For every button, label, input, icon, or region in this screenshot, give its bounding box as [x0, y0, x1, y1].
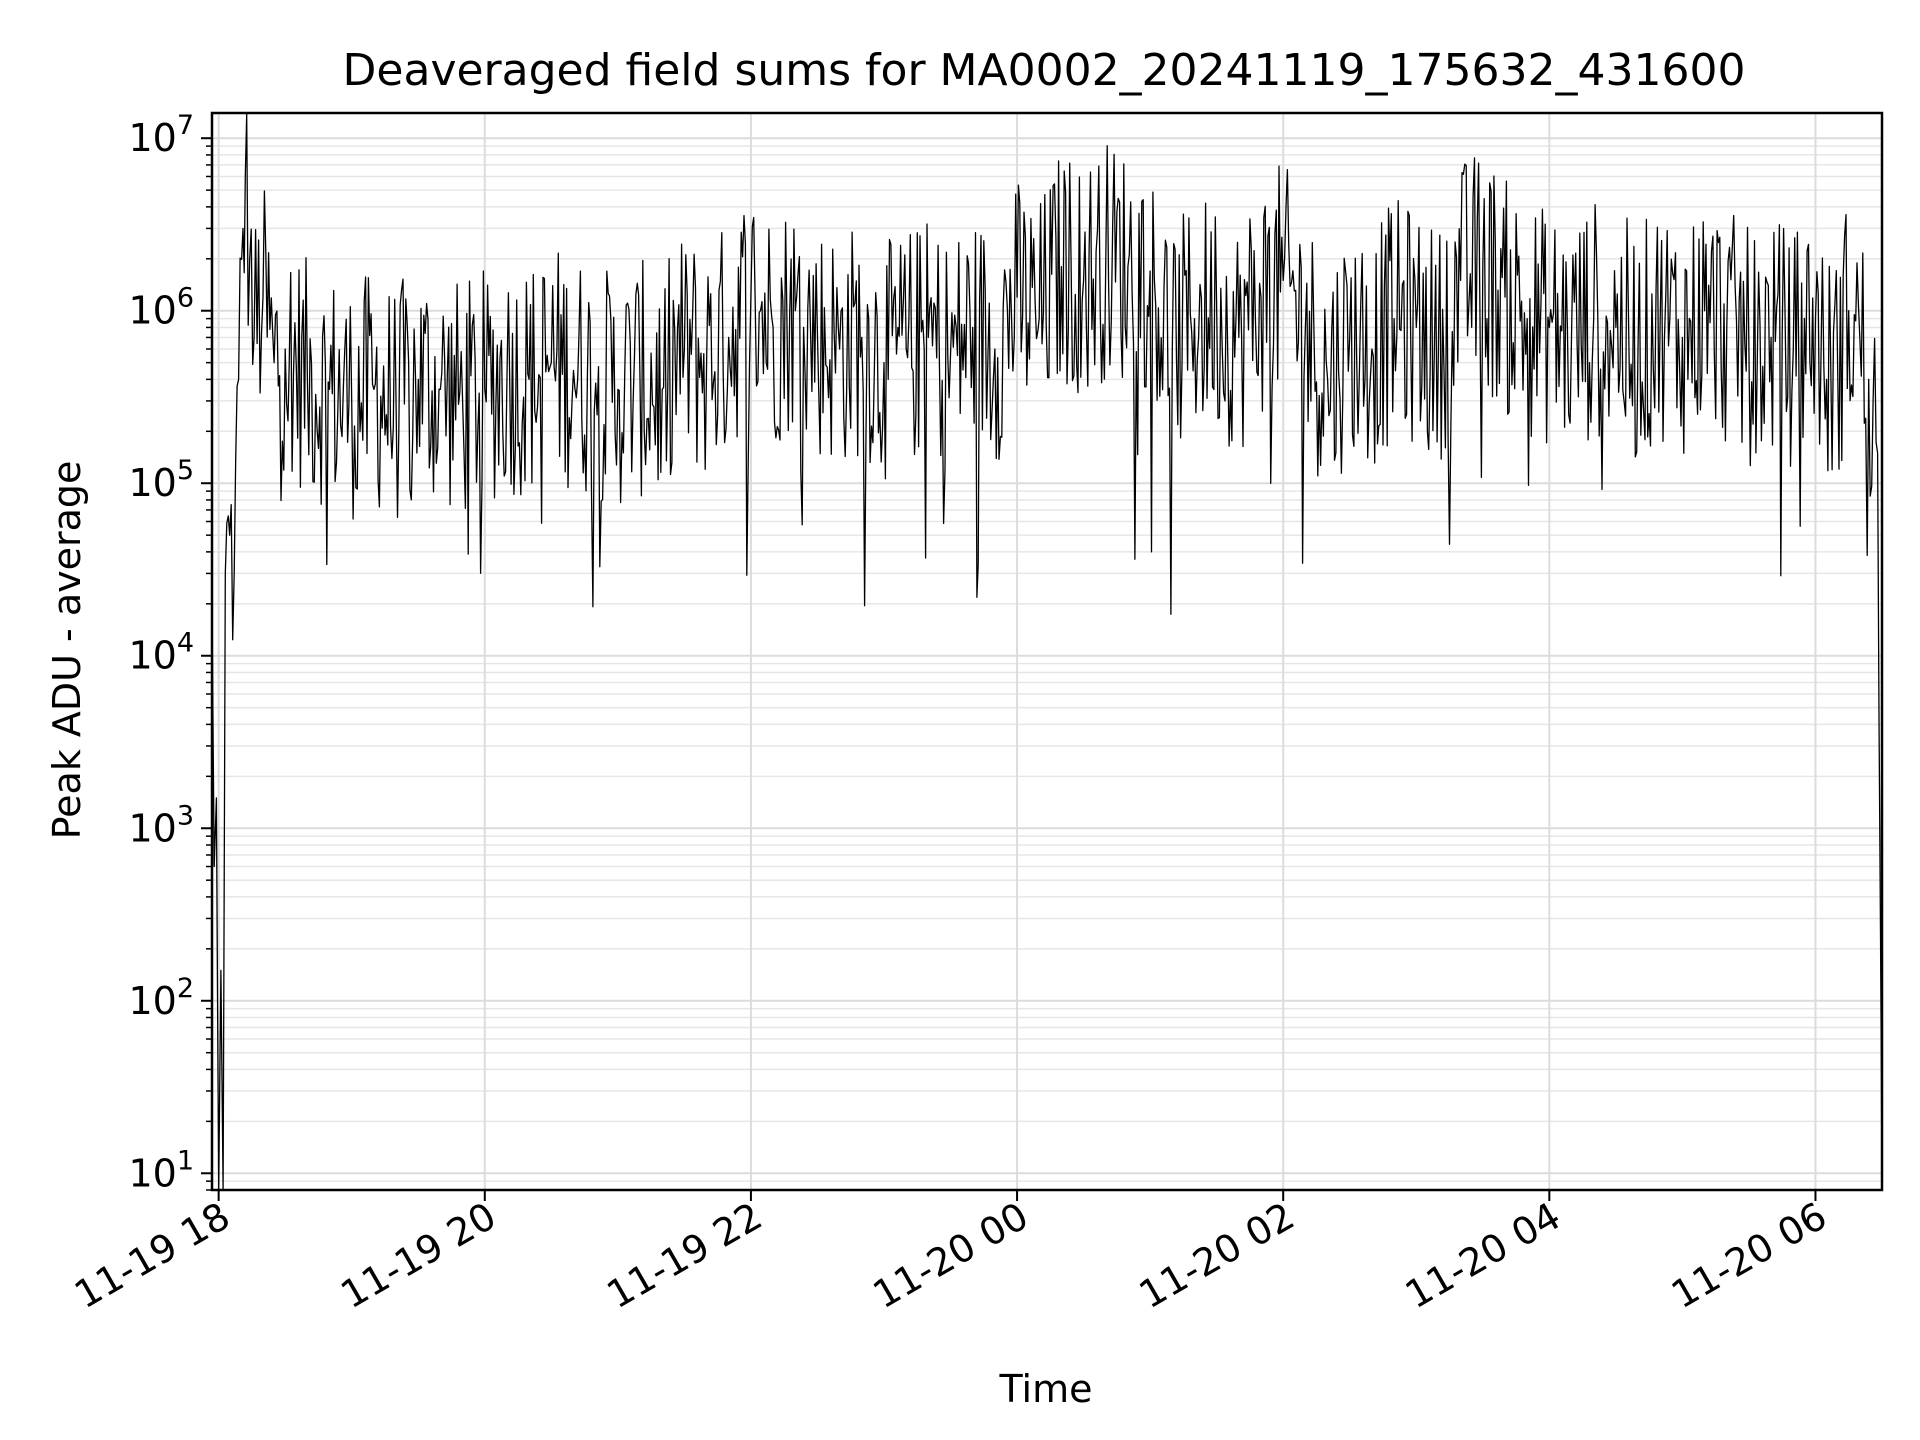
plot-frame: [210, 111, 1884, 1192]
axis-ticks: 101 102 103 104 105 106 107 11-19 18 11-19 20 11-…: [67, 110, 1834, 1317]
x-tick-label: 11-20 06: [1664, 1194, 1834, 1318]
x-tick-label: 11-20 04: [1398, 1194, 1568, 1318]
x-tick-label: 11-19 20: [333, 1194, 503, 1318]
x-tick-label: 11-19 22: [599, 1194, 769, 1318]
x-tick-label: 11-20 00: [866, 1194, 1036, 1318]
chart-title: Deaveraged field sums for MA0002_2024111…: [343, 45, 1746, 96]
y-tick-label: 104: [128, 628, 194, 678]
y-tick-label: 105: [128, 455, 194, 505]
y-tick-label: 102: [128, 973, 194, 1023]
y-axis-label: Peak ADU - average: [45, 461, 89, 840]
x-tick-label: 11-19 18: [67, 1194, 237, 1318]
y-tick-label: 101: [128, 1145, 194, 1195]
grid: [212, 113, 1882, 1191]
y-tick-label: 107: [128, 110, 194, 160]
x-axis-label: Time: [999, 1367, 1093, 1411]
data-series: [211, 113, 1883, 1191]
x-tick-label: 11-20 02: [1132, 1194, 1302, 1318]
y-tick-label: 106: [128, 283, 194, 333]
series-line: [211, 113, 1883, 1191]
y-tick-label: 103: [128, 800, 194, 850]
